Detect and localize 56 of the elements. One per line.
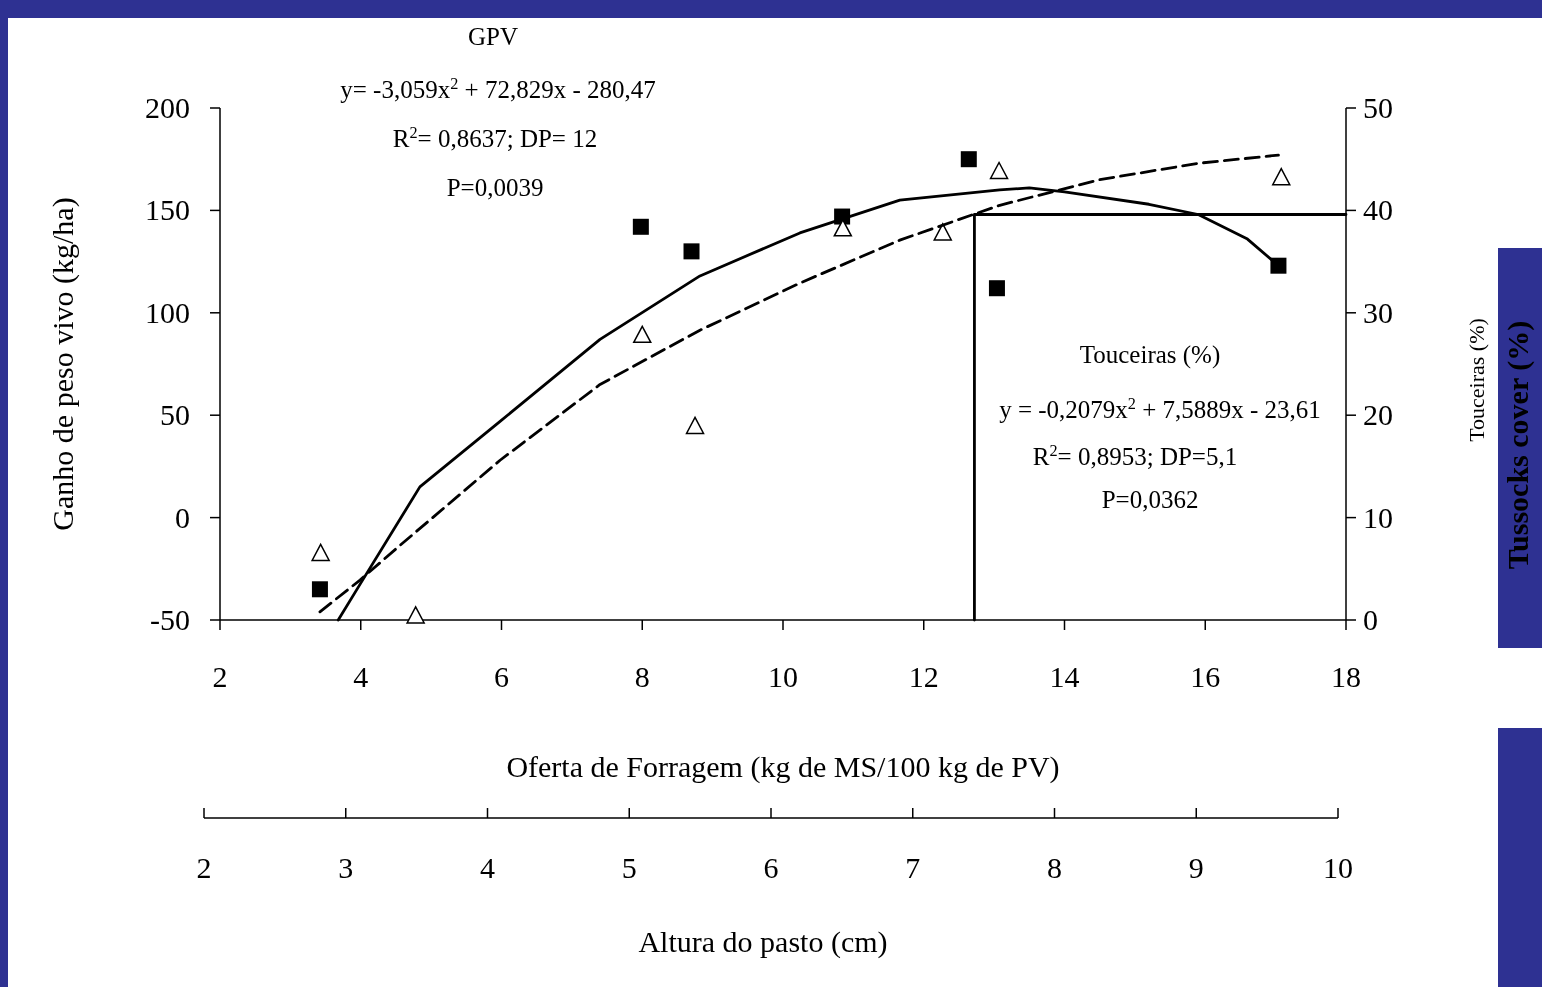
point: [988, 280, 1005, 297]
annotation: P=0,0039: [446, 174, 544, 201]
point: [633, 325, 652, 344]
x2-axis-title: Altura do pasto (cm): [638, 925, 888, 959]
y-tick-label: 50: [160, 398, 190, 432]
y2-tick-label: 10: [1363, 500, 1393, 534]
y-tick-label: -50: [150, 603, 190, 636]
x-tick-label: 8: [634, 660, 650, 693]
y-tick-label: 200: [145, 91, 190, 124]
y-tick-label: 100: [145, 295, 190, 329]
x2-tick-label: 3: [338, 851, 354, 884]
x-tick-label: 18: [1331, 660, 1361, 693]
y2-axis-title: Tussocks cover (%): [1501, 320, 1535, 570]
x-tick-label: 2: [212, 660, 228, 693]
x2-tick-label: 7: [905, 851, 921, 884]
y2-tick-label: 50: [1363, 91, 1393, 124]
x2-tick-label: 4: [480, 851, 495, 884]
y2-tick-label: 40: [1363, 193, 1393, 227]
point: [1272, 167, 1291, 186]
x-axis-title: Oferta de Forragem (kg de MS/100 kg de PV): [506, 750, 1060, 784]
y2-tick-label: 20: [1363, 398, 1393, 432]
point: [311, 543, 330, 562]
annotation: R$^{2}$= 0,8953; DP=5,1: [1032, 442, 1238, 470]
point: [632, 218, 649, 235]
text: y= -3,059x$^{2}$ + 72,829x - 280,47: [340, 75, 656, 103]
x-tick-label: 10: [768, 660, 798, 693]
x2-tick-label: 6: [763, 851, 779, 884]
text: Touceiras (%): [1464, 318, 1489, 442]
x-tick-label: 14: [1049, 660, 1080, 693]
point: [685, 416, 705, 435]
point: [406, 606, 425, 624]
annotation: Touceiras (%): [1079, 341, 1221, 369]
y-tick-label: 0: [175, 500, 190, 534]
point: [989, 161, 1009, 180]
point: [933, 223, 952, 241]
annotation: P=0,0362: [1101, 486, 1199, 513]
x2-tick-label: 5: [621, 851, 637, 884]
x-tick-label: 16: [1190, 660, 1221, 693]
annotation: y = -0,2079x$^{2}$ + 7,5889x - 23,61: [999, 395, 1321, 423]
annotation: R$^{2}$= 0,8637; DP= 12: [392, 124, 598, 152]
x2-tick-label: 10: [1323, 851, 1353, 884]
point: [960, 151, 977, 168]
x2-tick-label: 2: [196, 851, 212, 884]
point: [311, 581, 328, 598]
y2-tick-label: 30: [1363, 295, 1393, 329]
x-tick-label: 12: [908, 660, 939, 693]
y2-tick-label: 0: [1363, 603, 1378, 636]
y-axis-title: Ganho de peso vivo (kg/ha): [46, 197, 80, 531]
x-tick-label: 4: [353, 660, 369, 693]
point: [833, 219, 853, 237]
x2-tick-label: 9: [1188, 851, 1204, 884]
x-tick-label: 6: [494, 660, 509, 693]
point: [683, 243, 700, 260]
text: GPV: [467, 23, 519, 50]
y-tick-label: 150: [145, 193, 190, 227]
x2-tick-label: 8: [1047, 851, 1062, 884]
